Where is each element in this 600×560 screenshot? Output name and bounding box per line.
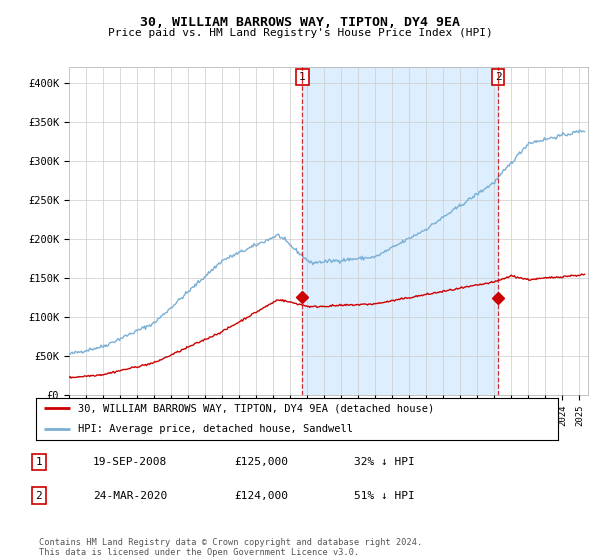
Text: 30, WILLIAM BARROWS WAY, TIPTON, DY4 9EA (detached house): 30, WILLIAM BARROWS WAY, TIPTON, DY4 9EA… [78,403,434,413]
Text: 2: 2 [495,72,502,82]
Text: HPI: Average price, detached house, Sandwell: HPI: Average price, detached house, Sand… [78,424,353,434]
Text: 30, WILLIAM BARROWS WAY, TIPTON, DY4 9EA: 30, WILLIAM BARROWS WAY, TIPTON, DY4 9EA [140,16,460,29]
Bar [302,67,498,395]
Text: 24-MAR-2020: 24-MAR-2020 [93,491,167,501]
Text: £125,000: £125,000 [234,457,288,467]
Text: 1: 1 [299,72,306,82]
Text: 51% ↓ HPI: 51% ↓ HPI [354,491,415,501]
Text: Contains HM Land Registry data © Crown copyright and database right 2024.
This d: Contains HM Land Registry data © Crown c… [39,538,422,557]
Text: Price paid vs. HM Land Registry's House Price Index (HPI): Price paid vs. HM Land Registry's House … [107,28,493,38]
Text: 32% ↓ HPI: 32% ↓ HPI [354,457,415,467]
Text: 19-SEP-2008: 19-SEP-2008 [93,457,167,467]
Text: £124,000: £124,000 [234,491,288,501]
Text: 1: 1 [35,457,43,467]
Text: 2: 2 [35,491,43,501]
